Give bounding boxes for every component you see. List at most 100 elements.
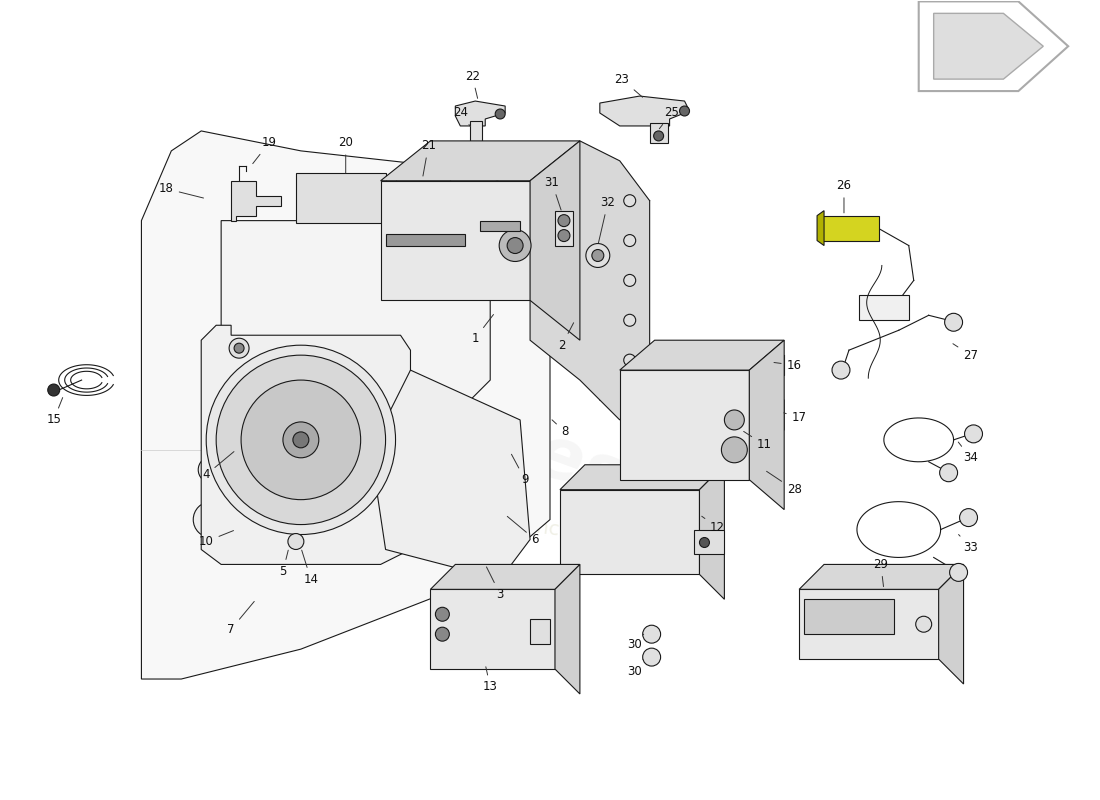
Circle shape xyxy=(755,458,768,472)
Circle shape xyxy=(586,243,609,267)
Polygon shape xyxy=(820,216,879,241)
Text: elferares: elferares xyxy=(266,325,635,515)
Text: 6: 6 xyxy=(507,516,539,546)
Circle shape xyxy=(949,563,968,582)
Text: a passion for parts since 2005: a passion for parts since 2005 xyxy=(333,490,627,550)
Text: 7: 7 xyxy=(228,602,254,636)
Polygon shape xyxy=(799,565,964,590)
Text: 34: 34 xyxy=(958,442,978,464)
Circle shape xyxy=(766,422,778,434)
Polygon shape xyxy=(560,465,725,490)
Polygon shape xyxy=(371,370,530,579)
Circle shape xyxy=(495,109,505,119)
Polygon shape xyxy=(938,565,964,684)
Circle shape xyxy=(293,432,309,448)
Circle shape xyxy=(624,194,636,206)
Circle shape xyxy=(965,425,982,443)
Circle shape xyxy=(624,234,636,246)
Text: 29: 29 xyxy=(873,558,889,586)
Polygon shape xyxy=(619,370,749,480)
Text: 21: 21 xyxy=(421,139,436,176)
Circle shape xyxy=(194,502,229,538)
Text: 9: 9 xyxy=(512,454,529,486)
Circle shape xyxy=(217,355,386,525)
Bar xyxy=(694,530,725,554)
Circle shape xyxy=(592,250,604,262)
Bar xyxy=(804,599,894,634)
Polygon shape xyxy=(799,590,938,659)
Circle shape xyxy=(700,538,710,547)
Circle shape xyxy=(507,238,524,254)
Text: 27: 27 xyxy=(953,344,978,362)
Polygon shape xyxy=(530,141,650,420)
Bar xyxy=(481,221,520,230)
Bar xyxy=(386,234,465,246)
Circle shape xyxy=(499,230,531,262)
Circle shape xyxy=(198,457,224,482)
Bar xyxy=(556,210,573,246)
Text: 22: 22 xyxy=(465,70,480,98)
Circle shape xyxy=(241,380,361,500)
Bar xyxy=(859,295,909,320)
Circle shape xyxy=(945,314,962,331)
Polygon shape xyxy=(556,565,580,694)
Circle shape xyxy=(234,343,244,353)
Text: 23: 23 xyxy=(614,73,642,98)
Text: 3: 3 xyxy=(486,567,504,601)
Text: 32: 32 xyxy=(598,196,615,243)
Circle shape xyxy=(436,607,450,622)
Circle shape xyxy=(832,361,850,379)
Text: 1: 1 xyxy=(472,314,494,345)
Text: 11: 11 xyxy=(744,431,772,451)
Text: 25: 25 xyxy=(659,106,679,129)
Polygon shape xyxy=(918,2,1068,91)
Text: 8: 8 xyxy=(552,420,569,438)
Polygon shape xyxy=(381,141,580,181)
Circle shape xyxy=(229,338,249,358)
Circle shape xyxy=(939,464,958,482)
Text: 10: 10 xyxy=(199,530,233,548)
Text: 31: 31 xyxy=(544,176,561,210)
Text: 2: 2 xyxy=(558,322,573,352)
Text: 17: 17 xyxy=(784,411,806,425)
Polygon shape xyxy=(934,14,1043,79)
Text: 13: 13 xyxy=(483,666,497,694)
Circle shape xyxy=(653,131,663,141)
Text: 20: 20 xyxy=(339,136,353,173)
Bar xyxy=(296,173,386,222)
Polygon shape xyxy=(430,565,580,590)
Circle shape xyxy=(436,627,450,641)
Circle shape xyxy=(624,354,636,366)
Circle shape xyxy=(755,353,768,367)
Circle shape xyxy=(642,626,661,643)
Circle shape xyxy=(680,106,690,116)
Bar xyxy=(530,619,550,644)
Text: 30: 30 xyxy=(627,634,644,650)
Circle shape xyxy=(915,616,932,632)
Bar xyxy=(471,121,482,146)
Text: 19: 19 xyxy=(253,136,276,164)
Text: 12: 12 xyxy=(702,516,725,534)
Polygon shape xyxy=(560,490,700,574)
Text: 5: 5 xyxy=(279,550,288,578)
Polygon shape xyxy=(381,181,530,300)
Circle shape xyxy=(283,422,319,458)
Polygon shape xyxy=(530,141,580,340)
Text: 15: 15 xyxy=(46,398,63,426)
Circle shape xyxy=(206,345,396,534)
Circle shape xyxy=(725,410,745,430)
Circle shape xyxy=(722,437,747,462)
Text: 30: 30 xyxy=(627,659,644,678)
Bar xyxy=(650,123,668,143)
Circle shape xyxy=(558,230,570,242)
Text: 4: 4 xyxy=(202,452,234,482)
Polygon shape xyxy=(201,326,410,565)
Circle shape xyxy=(624,314,636,326)
Polygon shape xyxy=(430,590,556,669)
Text: 33: 33 xyxy=(958,534,978,554)
Polygon shape xyxy=(600,96,690,126)
Polygon shape xyxy=(142,131,550,679)
Polygon shape xyxy=(231,181,280,221)
Text: 18: 18 xyxy=(158,182,204,198)
Text: 14: 14 xyxy=(301,550,318,586)
